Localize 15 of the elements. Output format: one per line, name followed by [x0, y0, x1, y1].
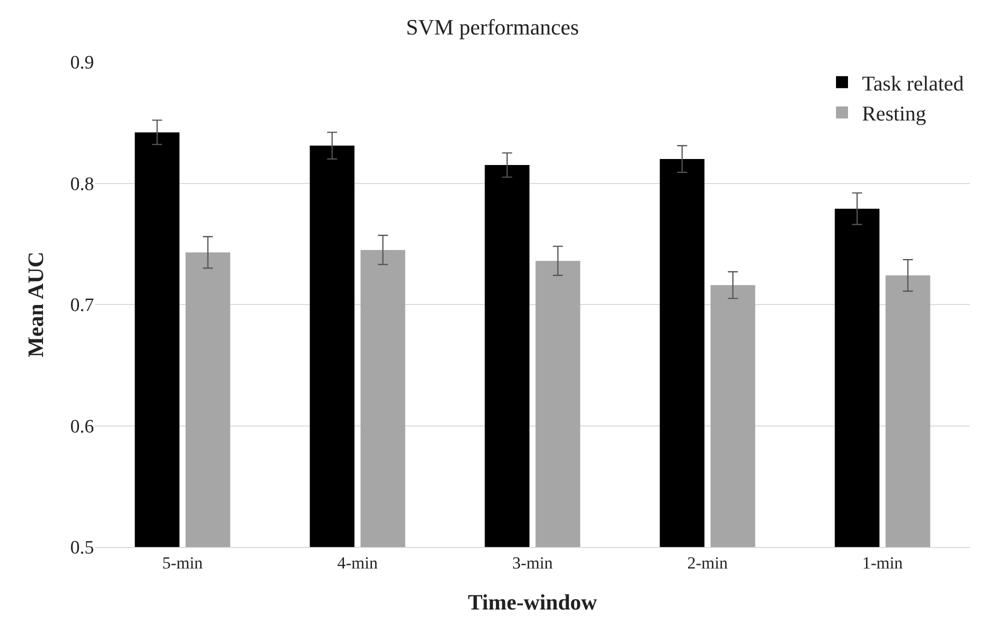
y-tick-label: 0.9: [70, 52, 94, 74]
x-tick-label: 1-min: [862, 553, 904, 572]
chart-title: SVM performances: [406, 14, 579, 40]
y-tick-label: 0.8: [70, 174, 94, 195]
x-tick-label: 4-min: [337, 553, 378, 572]
legend-label: Task related: [862, 71, 964, 96]
x-tick-label: 2-min: [687, 553, 728, 572]
x-tick-label: 3-min: [512, 553, 554, 572]
y-tick-label: 0.6: [70, 416, 94, 438]
legend-label: Resting: [862, 102, 927, 126]
y-tick-label: 0.5: [70, 538, 94, 559]
y-tick-label: 0.7: [70, 295, 94, 316]
x-axis-title: Time-window: [468, 589, 598, 614]
x-tick-label: 5-min: [162, 553, 204, 572]
y-axis-title: Mean AUC: [23, 252, 48, 358]
